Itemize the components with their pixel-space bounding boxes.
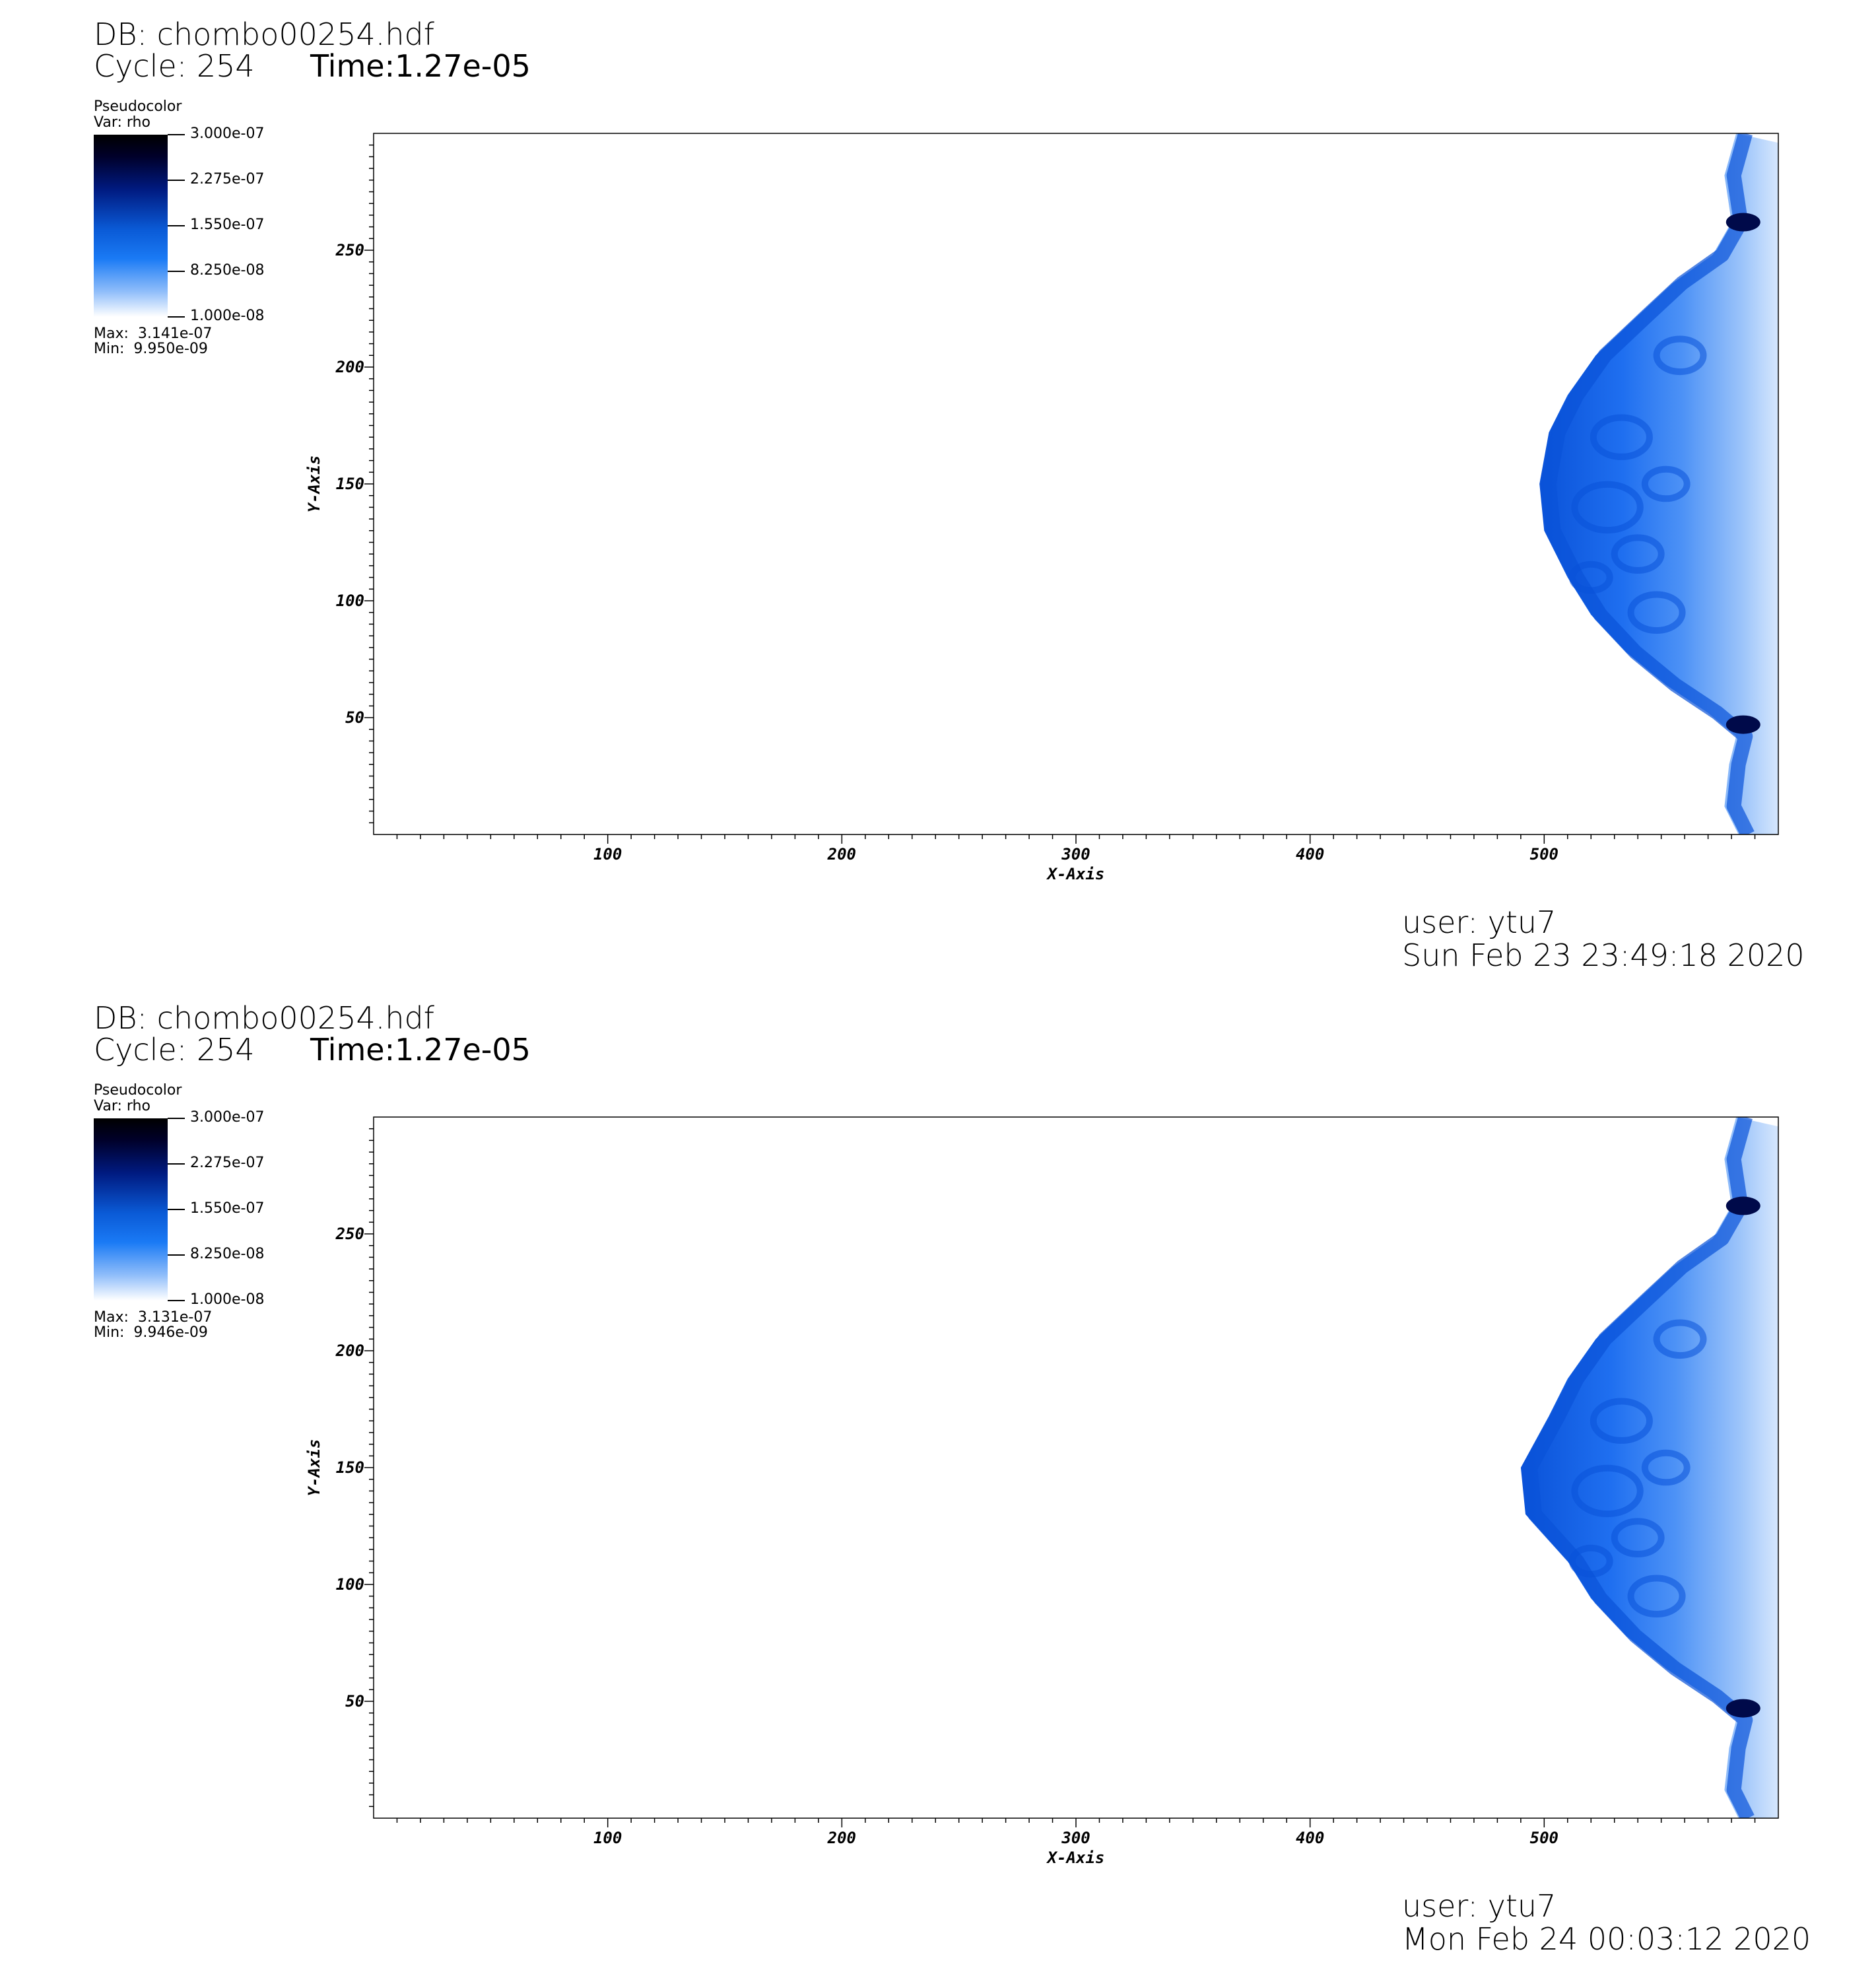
colorbar-label: 1.550e-07 (190, 217, 265, 233)
legend-max: Max: 3.141e-07 (94, 325, 213, 342)
density-peak (1725, 1699, 1760, 1718)
date-label: Mon Feb 24 00:03:12 2020 (1402, 1921, 1811, 1957)
legend-variable: Var: rho (94, 1098, 151, 1114)
time-label: Time:1.27e-05 (310, 1032, 531, 1068)
colorbar-tick (168, 1118, 185, 1119)
y-axis-label: Y-Axis (305, 1439, 323, 1497)
vortex (1653, 1319, 1707, 1359)
y-tick-label: 200 (335, 358, 364, 376)
legend-variable: Var: rho (94, 114, 151, 131)
vortex (1571, 481, 1644, 534)
colorbar-label: 3.000e-07 (190, 125, 265, 142)
colorbar-tick (168, 1209, 185, 1210)
legend-max: Max: 3.131e-07 (94, 1309, 213, 1326)
density-front (1539, 133, 1778, 834)
colorbar-tick (168, 1300, 185, 1301)
colorbar-label: 8.250e-08 (190, 262, 265, 279)
vortex (1627, 1575, 1686, 1617)
colorbar-label: 8.250e-08 (190, 1246, 265, 1262)
density-peak (1725, 715, 1760, 734)
y-tick-label: 150 (336, 475, 364, 493)
colorbar-label: 1.000e-08 (190, 1291, 265, 1308)
user-label: user: ytu7 (1402, 1888, 1557, 1924)
colorbar-tick (168, 316, 185, 318)
vortex (1641, 1449, 1691, 1486)
plot-area: 100 200 300 400 500 50 100 150 200 250 X-Axis Y-Axi… (305, 1116, 1779, 1867)
colorbar-tick (168, 225, 185, 226)
vortex (1568, 1544, 1613, 1578)
vortex (1611, 534, 1665, 574)
y-tick-label: 250 (335, 241, 364, 259)
legend-title: Pseudocolor (94, 98, 182, 115)
x-tick-label: 100 (593, 845, 622, 864)
y-tick-label: 100 (336, 592, 364, 610)
x-tick-label: 500 (1530, 845, 1558, 864)
density-field (1539, 133, 1778, 834)
colorbar-tick (168, 134, 185, 135)
colorbar-label: 2.275e-07 (190, 1155, 265, 1171)
y-tick-label: 250 (335, 1225, 364, 1243)
x-tick-label: 100 (593, 1829, 622, 1847)
vortex (1641, 465, 1691, 502)
vortex (1627, 591, 1686, 634)
density-peak (1725, 213, 1760, 232)
y-axis-label: Y-Axis (305, 456, 323, 513)
vortex (1590, 1398, 1653, 1444)
date-label: Sun Feb 23 23:49:18 2020 (1402, 937, 1805, 973)
y-tick-label: 150 (336, 1458, 364, 1477)
colorbar-label: 2.275e-07 (190, 171, 265, 187)
y-tick-label: 200 (335, 1342, 364, 1360)
x-tick-label: 200 (827, 845, 856, 864)
plot-panel-1: DB: chombo00254.hdf Cycle: 254 Time:1.27… (0, 0, 1876, 984)
cycle-label: Cycle: 254 (94, 1032, 255, 1068)
x-tick-label: 500 (1530, 1829, 1558, 1847)
colorbar-label: 3.000e-07 (190, 1109, 265, 1126)
colorbar-label: 1.000e-08 (190, 308, 265, 324)
vortex (1571, 1464, 1644, 1518)
y-tick-label: 50 (345, 1692, 364, 1711)
density-field (1520, 1117, 1778, 1818)
cycle-label: Cycle: 254 (94, 48, 255, 84)
user-label: user: ytu7 (1402, 904, 1557, 940)
colorbar-tick (168, 1163, 185, 1165)
legend-min: Min: 9.950e-09 (94, 341, 208, 357)
time-label: Time:1.27e-05 (310, 48, 531, 84)
density-peak (1725, 1196, 1760, 1215)
vortex (1590, 414, 1653, 460)
x-axis-label: X-Axis (1046, 1849, 1105, 1867)
x-tick-label: 200 (827, 1829, 856, 1847)
legend-title: Pseudocolor (94, 1082, 182, 1099)
vortex (1611, 1518, 1665, 1557)
x-tick-label: 400 (1296, 845, 1324, 864)
colorbar (94, 135, 168, 317)
colorbar (94, 1118, 168, 1301)
legend-min: Min: 9.946e-09 (94, 1324, 208, 1341)
plot-area: 100 200 300 400 500 50 100 150 200 250 X-Axis Y-Axi… (305, 133, 1779, 883)
colorbar-label: 1.550e-07 (190, 1200, 265, 1217)
x-tick-label: 400 (1296, 1829, 1324, 1847)
colorbar-tick (168, 180, 185, 181)
database-label: DB: chombo00254.hdf (94, 17, 434, 52)
database-label: DB: chombo00254.hdf (94, 1000, 434, 1036)
y-tick-label: 100 (336, 1575, 364, 1594)
y-tick-label: 50 (345, 708, 364, 727)
colorbar-tick (168, 271, 185, 272)
x-tick-label: 300 (1061, 1829, 1090, 1847)
colorbar-tick (168, 1254, 185, 1256)
density-front (1520, 1117, 1778, 1818)
x-tick-label: 300 (1061, 845, 1090, 864)
vortex (1653, 335, 1707, 376)
vortex (1568, 560, 1613, 594)
plot-panel-2: DB: chombo00254.hdf Cycle: 254 Time:1.27… (0, 984, 1876, 1967)
x-axis-label: X-Axis (1046, 865, 1105, 883)
